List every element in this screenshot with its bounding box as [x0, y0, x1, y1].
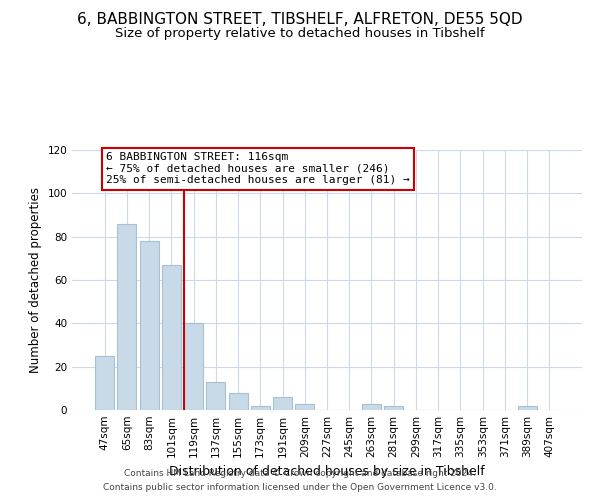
Bar	[206, 382, 225, 410]
X-axis label: Distribution of detached houses by size in Tibshelf: Distribution of detached houses by size …	[169, 466, 485, 478]
Y-axis label: Number of detached properties: Number of detached properties	[29, 187, 42, 373]
Text: 6 BABBINGTON STREET: 116sqm
← 75% of detached houses are smaller (246)
25% of se: 6 BABBINGTON STREET: 116sqm ← 75% of det…	[106, 152, 410, 186]
Bar	[251, 406, 270, 410]
Text: Contains public sector information licensed under the Open Government Licence v3: Contains public sector information licen…	[103, 484, 497, 492]
Bar	[95, 356, 114, 410]
Bar	[184, 324, 203, 410]
Bar	[295, 404, 314, 410]
Bar	[118, 224, 136, 410]
Bar	[229, 392, 248, 410]
Bar	[162, 265, 181, 410]
Bar	[518, 406, 536, 410]
Text: Size of property relative to detached houses in Tibshelf: Size of property relative to detached ho…	[115, 28, 485, 40]
Text: 6, BABBINGTON STREET, TIBSHELF, ALFRETON, DE55 5QD: 6, BABBINGTON STREET, TIBSHELF, ALFRETON…	[77, 12, 523, 28]
Bar	[273, 397, 292, 410]
Bar	[140, 241, 158, 410]
Text: Contains HM Land Registry data © Crown copyright and database right 2024.: Contains HM Land Registry data © Crown c…	[124, 468, 476, 477]
Bar	[362, 404, 381, 410]
Bar	[384, 406, 403, 410]
